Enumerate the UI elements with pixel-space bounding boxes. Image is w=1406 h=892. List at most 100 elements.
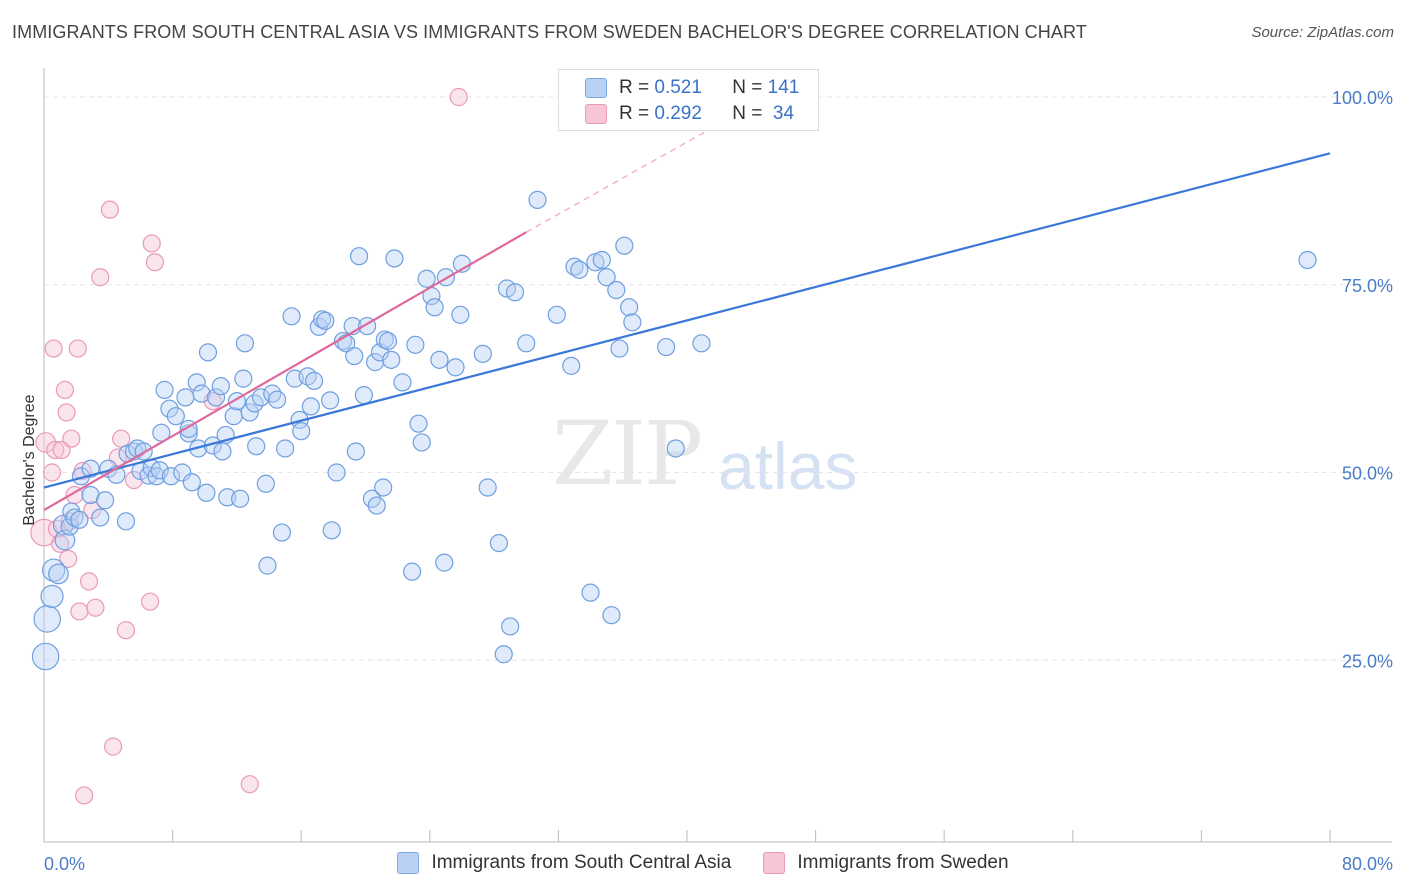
- axes: [43, 68, 1392, 843]
- legend-row-pink: R = 0.292 N = 34: [585, 102, 794, 126]
- trend-lines: [43, 96, 1331, 512]
- data-point: [95, 491, 115, 510]
- data-point: [145, 253, 165, 272]
- data-point: [70, 602, 89, 621]
- data-point: [86, 598, 105, 617]
- legend-n-label: N =: [732, 103, 763, 124]
- data-point: [206, 388, 226, 407]
- y-tick-label: 25.0%: [1342, 651, 1393, 671]
- data-point: [263, 384, 282, 403]
- data-point: [581, 583, 600, 602]
- data-point: [247, 437, 266, 456]
- legend-n-label: N =: [732, 77, 763, 98]
- data-point: [231, 489, 250, 508]
- data-point: [657, 337, 676, 357]
- data-point: [517, 334, 536, 353]
- data-point: [316, 311, 335, 330]
- data-point: [213, 442, 232, 461]
- data-point: [321, 391, 340, 410]
- data-point: [430, 350, 449, 369]
- data-point: [282, 307, 301, 326]
- series-legend: Immigrants from South Central Asia Immig…: [0, 852, 1406, 874]
- legend-r-label: R =: [619, 77, 650, 98]
- data-point: [33, 605, 61, 633]
- data-point: [256, 474, 275, 493]
- y-axis-label: Bachelor's Degree: [21, 394, 38, 525]
- data-point: [91, 508, 110, 527]
- watermark-zip: ZIP: [552, 402, 703, 505]
- correlation-legend: R = 0.521 N = 141 R = 0.292 N = 34: [558, 69, 819, 131]
- data-point: [620, 298, 639, 317]
- data-point: [610, 339, 629, 358]
- data-point: [100, 200, 120, 219]
- source-label: Source: ZipAtlas.com: [1251, 24, 1394, 41]
- data-point: [489, 533, 509, 553]
- data-point: [59, 549, 78, 568]
- series-south-central-asia-points: [31, 190, 1317, 671]
- data-point: [267, 390, 287, 409]
- data-point: [382, 350, 401, 369]
- data-point: [187, 373, 206, 392]
- data-point: [327, 463, 346, 482]
- data-point: [251, 388, 271, 407]
- data-point: [562, 356, 581, 375]
- data-point: [666, 439, 685, 458]
- data-point: [70, 510, 89, 529]
- data-point: [494, 645, 513, 664]
- data-point: [55, 380, 74, 399]
- data-point: [592, 250, 611, 270]
- data-point: [304, 371, 324, 390]
- x-tick-label: 0.0%: [44, 854, 85, 874]
- data-point: [46, 440, 65, 460]
- data-point: [354, 386, 373, 405]
- data-point: [65, 508, 84, 527]
- data-point: [473, 344, 492, 363]
- legend-series-name: Immigrants from Sweden: [797, 852, 1009, 873]
- data-point: [349, 247, 369, 266]
- data-point: [374, 478, 393, 497]
- data-point: [417, 269, 436, 288]
- data-point: [44, 339, 63, 358]
- legend-swatch-blue: [397, 852, 420, 874]
- data-point: [173, 463, 192, 482]
- data-point: [79, 572, 99, 591]
- data-point: [333, 331, 353, 351]
- data-point: [602, 606, 621, 625]
- data-point: [68, 339, 87, 358]
- data-point: [182, 473, 201, 492]
- trend-line-pink: [43, 231, 527, 512]
- data-point: [197, 483, 216, 502]
- data-point: [240, 775, 259, 794]
- data-point: [449, 87, 468, 107]
- data-point: [62, 429, 81, 448]
- data-point: [607, 280, 626, 300]
- data-point: [42, 463, 62, 482]
- legend-r-value: 0.292: [654, 103, 702, 124]
- y-tick-label: 50.0%: [1342, 464, 1393, 484]
- x-tick-label: 80.0%: [1342, 854, 1393, 874]
- data-point: [124, 470, 144, 490]
- data-point: [258, 556, 277, 575]
- data-point: [501, 617, 520, 636]
- data-point: [1298, 250, 1317, 270]
- data-point: [60, 517, 79, 536]
- data-point: [31, 642, 60, 671]
- legend-n-value: 141: [767, 77, 800, 98]
- legend-item-south-central-asia: Immigrants from South Central Asia: [397, 852, 731, 874]
- data-point: [75, 786, 94, 805]
- data-point: [322, 521, 341, 540]
- data-point: [292, 422, 311, 441]
- data-point: [692, 334, 711, 353]
- data-point: [385, 249, 404, 268]
- data-point: [366, 353, 385, 372]
- data-point: [345, 346, 364, 366]
- data-point: [570, 260, 589, 279]
- data-point: [403, 562, 422, 581]
- legend-series-name: Immigrants from South Central Asia: [431, 852, 732, 873]
- data-point: [409, 414, 428, 433]
- data-point: [234, 369, 253, 388]
- data-point: [346, 442, 365, 461]
- data-point: [451, 305, 470, 324]
- data-point: [155, 380, 174, 399]
